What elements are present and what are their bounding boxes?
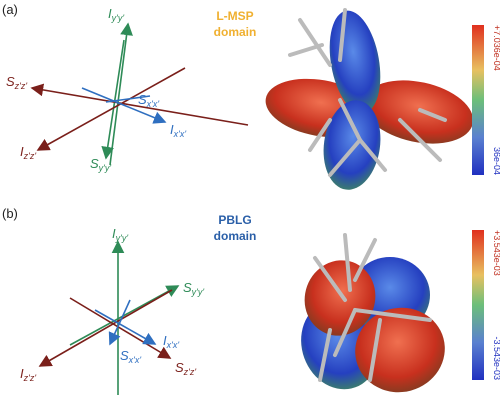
axis [81,87,167,124]
colorbar-min: -3.543e-03 [492,336,500,380]
panel-label: (a) [2,2,18,17]
axis-label: Ix'x' [163,333,179,350]
domain-name: PBLG [218,213,251,227]
colorbar [472,230,484,380]
domain-word: domain [214,229,257,243]
axis [69,285,180,346]
axis-label: Iy'y' [108,6,124,23]
axis [38,289,173,367]
axis [36,67,186,151]
axis [101,39,125,160]
axis-label: Sz'z' [6,74,27,91]
axes-a [30,22,249,166]
axis-label: Sx'x' [120,348,141,365]
axis [94,309,157,345]
axis [69,297,172,359]
molecule-a [265,8,474,190]
axis [30,83,249,126]
domain-word: domain [214,25,257,39]
axis-label: Iy'y' [112,226,128,243]
axis [108,299,131,346]
colorbar [472,25,484,175]
panel-label: (b) [2,206,18,221]
colorbar-min: 36e-04 [492,147,500,175]
axis-label: Sy'y' [90,156,111,173]
axis-label: Iz'z' [20,366,36,383]
axis-label: Sz'z' [175,360,196,377]
molecule-b [301,233,445,393]
axis [105,95,151,103]
colorbar-max: +3.543e-03 [492,230,500,276]
colorbar-max: +7.036e-04 [492,25,500,71]
axis-label: Iz'z' [20,144,36,161]
domain-name: L-MSP [216,9,253,23]
axes-b [38,240,180,395]
axis-label: Sx'x' [138,92,159,109]
axis-label: Ix'x' [170,122,186,139]
axis [109,22,133,166]
axis-label: Sy'y' [183,280,204,297]
